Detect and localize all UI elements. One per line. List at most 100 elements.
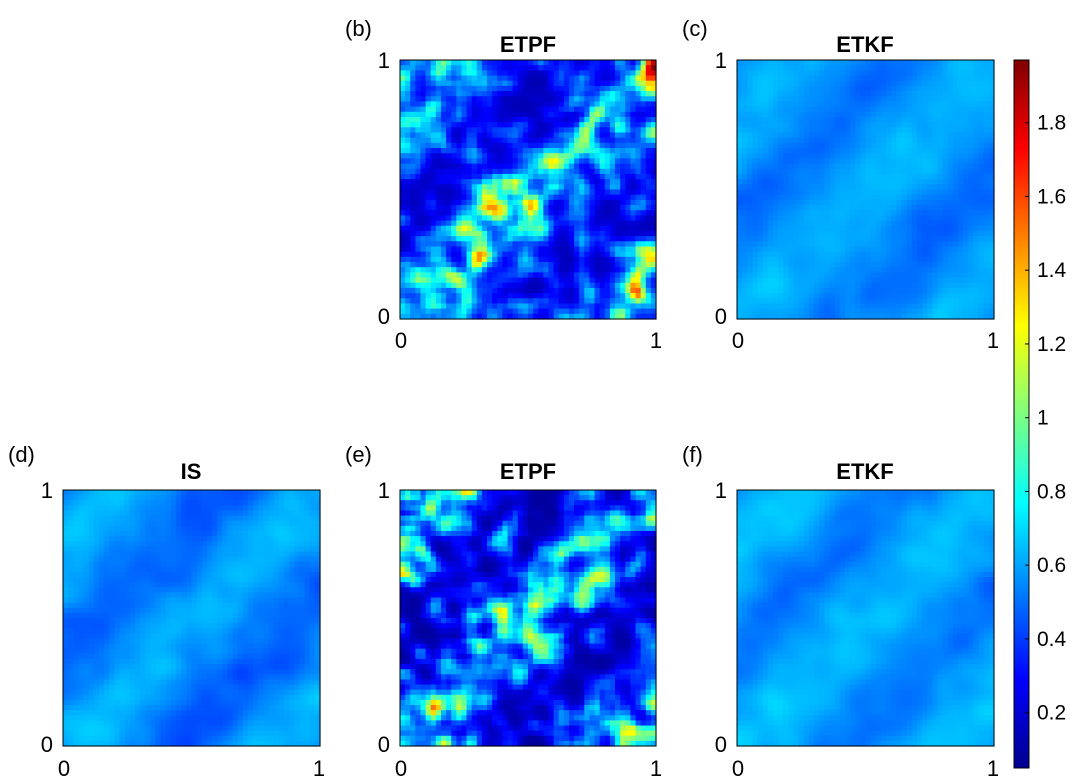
- heatmap-cell: [850, 241, 856, 248]
- heatmap-cell: [584, 241, 591, 248]
- heatmap-cell: [767, 148, 774, 154]
- heatmap-cell: [988, 194, 995, 201]
- heatmap-cell: [860, 173, 867, 180]
- heatmap-cell: [819, 179, 825, 185]
- heatmap-cell: [819, 246, 825, 253]
- heatmap-cell: [737, 251, 743, 258]
- heatmap-cell: [625, 241, 631, 248]
- heatmap-cell: [589, 142, 596, 149]
- heatmap-cell: [865, 127, 872, 134]
- heatmap-cell: [574, 106, 580, 113]
- heatmap-cell: [425, 142, 432, 149]
- heatmap-cell: [896, 236, 903, 242]
- heatmap-cell: [968, 272, 975, 279]
- heatmap-cell: [896, 293, 903, 299]
- heatmap-cell: [400, 267, 406, 273]
- heatmap-cell: [906, 137, 913, 144]
- heatmap-cell: [645, 173, 652, 180]
- heatmap-cell: [983, 173, 990, 180]
- heatmap-cell: [968, 65, 975, 71]
- heatmap-cell: [481, 282, 488, 289]
- heatmap-cell: [752, 251, 759, 258]
- heatmap-cell: [533, 225, 539, 232]
- heatmap-cell: [824, 189, 831, 196]
- heatmap-cell: [630, 111, 637, 118]
- heatmap-cell: [502, 277, 509, 284]
- heatmap-cell: [430, 293, 437, 299]
- heatmap-cell: [476, 205, 483, 211]
- heatmap-cell: [793, 184, 800, 191]
- heatmap-cell: [502, 116, 509, 123]
- heatmap-cell: [645, 106, 652, 113]
- heatmap-cell: [952, 85, 959, 92]
- heatmap-cell: [579, 153, 585, 160]
- heatmap-cell: [400, 205, 406, 211]
- heatmap-cell: [737, 153, 743, 160]
- heatmap-cell: [983, 236, 990, 242]
- heatmap-cell: [620, 199, 626, 206]
- heatmap-cell: [615, 215, 621, 222]
- heatmap-cell: [834, 282, 841, 289]
- heatmap-cell: [589, 225, 596, 232]
- heatmap-cell: [808, 313, 815, 320]
- heatmap-cell: [798, 236, 805, 242]
- heatmap-cell: [947, 184, 954, 191]
- heatmap-cell: [538, 272, 544, 279]
- heatmap-cell: [579, 230, 585, 237]
- heatmap-cell: [855, 163, 861, 170]
- heatmap-cell: [916, 205, 923, 211]
- heatmap-cell: [420, 293, 427, 299]
- heatmap-cell: [625, 282, 631, 289]
- heatmap-cell: [635, 106, 642, 113]
- heatmap-cell: [737, 80, 743, 87]
- heatmap-cell: [824, 65, 831, 71]
- heatmap-cell: [916, 189, 923, 196]
- heatmap-cell: [563, 96, 570, 103]
- heatmap-cell: [839, 241, 846, 248]
- heatmap-cell: [778, 91, 784, 97]
- heatmap-cell: [522, 91, 529, 97]
- heatmap-cell: [819, 122, 825, 128]
- heatmap-cell: [568, 282, 575, 289]
- heatmap-cell: [798, 137, 805, 144]
- heatmap-cell: [783, 220, 789, 227]
- heatmap-cell: [538, 246, 544, 253]
- heatmap-cell: [798, 65, 805, 71]
- heatmap-cell: [772, 220, 779, 227]
- heatmap-cell: [528, 246, 534, 253]
- heatmap-cell: [819, 308, 825, 315]
- heatmap-cell: [783, 282, 789, 289]
- heatmap-cell: [594, 168, 601, 175]
- panel-b: (b) ETPF 1 0 0 1: [345, 16, 662, 353]
- heatmap-cell: [430, 179, 437, 185]
- heatmap-cell: [574, 65, 580, 71]
- heatmap-cell: [906, 106, 913, 113]
- heatmap-cell: [451, 85, 457, 92]
- heatmap-cell: [850, 303, 856, 310]
- heatmap-cell: [747, 287, 754, 294]
- heatmap-cell: [834, 127, 841, 134]
- heatmap-cell: [737, 262, 743, 268]
- heatmap-cell: [803, 225, 810, 232]
- heatmap-cell: [553, 267, 560, 273]
- heatmap-cell: [911, 101, 918, 108]
- heatmap-cell: [640, 91, 647, 97]
- heatmap-cell: [507, 127, 514, 134]
- heatmap-cell: [742, 313, 748, 320]
- heatmap-cell: [747, 96, 754, 103]
- heatmap-cell: [430, 173, 437, 180]
- heatmap-cell: [640, 132, 647, 139]
- heatmap-cell: [737, 210, 743, 216]
- heatmap-cell: [752, 80, 759, 87]
- heatmap-cell: [757, 225, 764, 232]
- heatmap-cell: [793, 241, 800, 248]
- heatmap-cell: [420, 256, 427, 263]
- heatmap-cell: [824, 91, 831, 97]
- heatmap-cell: [783, 85, 789, 92]
- heatmap-cell: [983, 194, 990, 201]
- heatmap-cell: [553, 277, 560, 284]
- heatmap-cell: [973, 153, 980, 160]
- heatmap-cell: [512, 70, 519, 77]
- heatmap-cell: [752, 158, 759, 165]
- heatmap-cell: [635, 199, 642, 206]
